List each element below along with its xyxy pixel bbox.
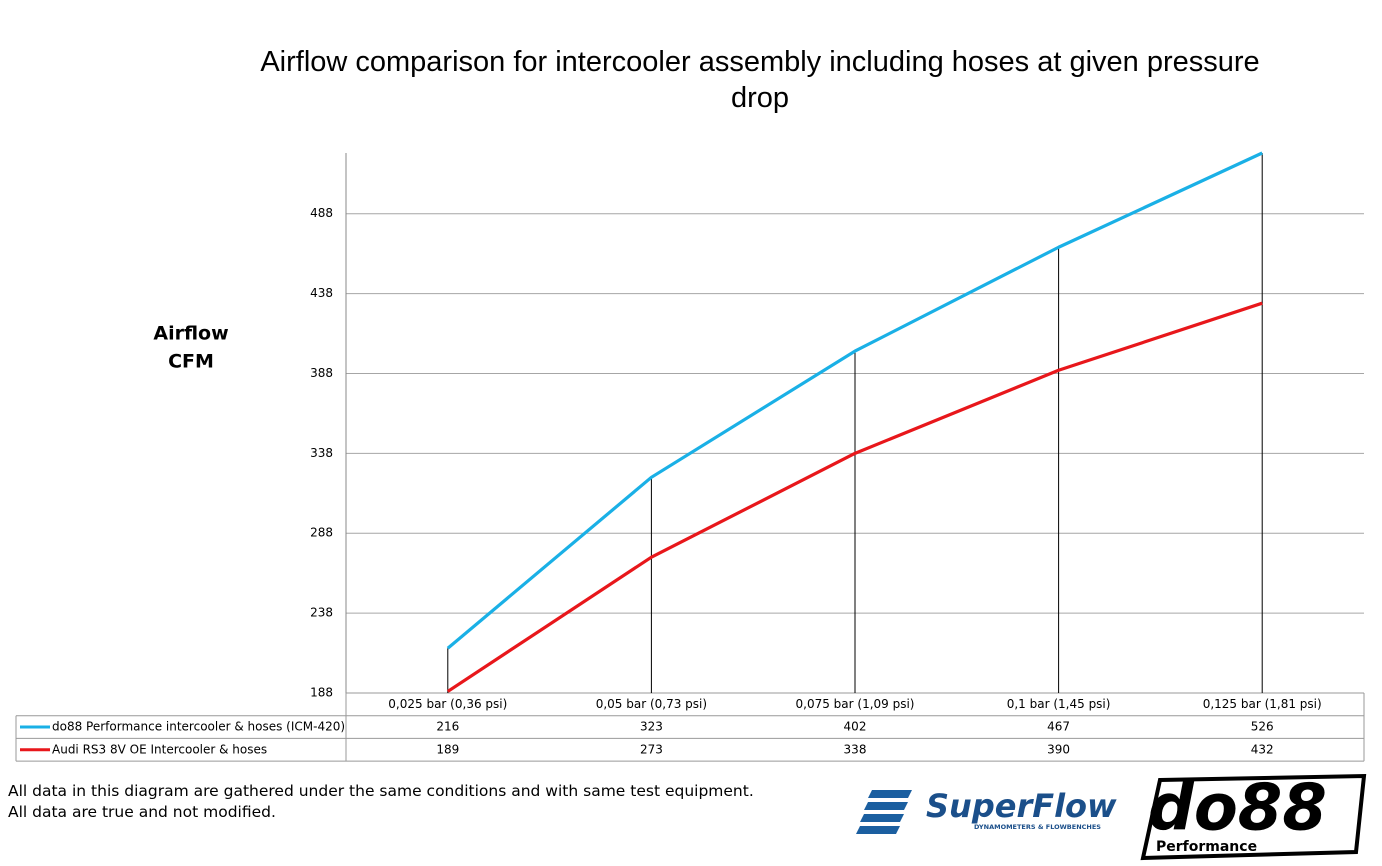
y-tick-label: 238 xyxy=(310,606,333,620)
table-value: 323 xyxy=(640,720,663,734)
x-tick-label: 0,125 bar (1,81 psi) xyxy=(1203,697,1322,711)
logo-text: do88 xyxy=(1148,772,1327,846)
x-tick-label: 0,075 bar (1,09 psi) xyxy=(796,697,915,711)
y-axis-label: Airflow xyxy=(153,323,228,345)
table-value: 432 xyxy=(1251,742,1274,756)
y-tick-label: 338 xyxy=(310,446,333,460)
y-tick-label: 388 xyxy=(310,366,333,380)
table-value: 189 xyxy=(436,742,459,756)
logo-frame xyxy=(1140,773,1367,861)
y-axis-label: CFM xyxy=(168,351,214,373)
table-value: 467 xyxy=(1047,720,1070,734)
table-value: 216 xyxy=(436,720,459,734)
x-tick-label: 0,1 bar (1,45 psi) xyxy=(1007,697,1111,711)
x-tick-label: 0,05 bar (0,73 psi) xyxy=(596,697,707,711)
table-value: 273 xyxy=(640,742,663,756)
y-tick-label: 288 xyxy=(310,526,333,540)
logo-tagline: DYNAMOMETERS & FLOWBENCHES xyxy=(974,823,1101,831)
footnote: All data are true and not modified. xyxy=(8,803,276,821)
y-tick-label: 438 xyxy=(310,286,333,300)
footnote: All data in this diagram are gathered un… xyxy=(8,782,754,800)
table-value: 338 xyxy=(844,742,867,756)
logo-tagline: Performance xyxy=(1156,839,1257,855)
table-value: 390 xyxy=(1047,742,1070,756)
table-value: 402 xyxy=(844,720,867,734)
chart-title: Airflow comparison for intercooler assem… xyxy=(260,46,1260,114)
table-value: 526 xyxy=(1251,720,1274,734)
superflow-logo: SuperFlow DYNAMOMETERS & FLOWBENCHES xyxy=(856,787,1117,834)
logo-stripes xyxy=(856,790,912,834)
legend-label: Audi RS3 8V OE Intercooler & hoses xyxy=(52,742,267,756)
logo-text: SuperFlow xyxy=(926,787,1117,825)
y-tick-label: 488 xyxy=(310,206,333,220)
series-line xyxy=(446,151,1263,650)
y-tick-label: 188 xyxy=(310,686,333,700)
do88-logo: do88 Performance xyxy=(1140,772,1367,861)
legend-label: do88 Performance intercooler & hoses (IC… xyxy=(52,720,345,734)
x-tick-label: 0,025 bar (0,36 psi) xyxy=(388,697,507,711)
series-line xyxy=(446,301,1263,693)
